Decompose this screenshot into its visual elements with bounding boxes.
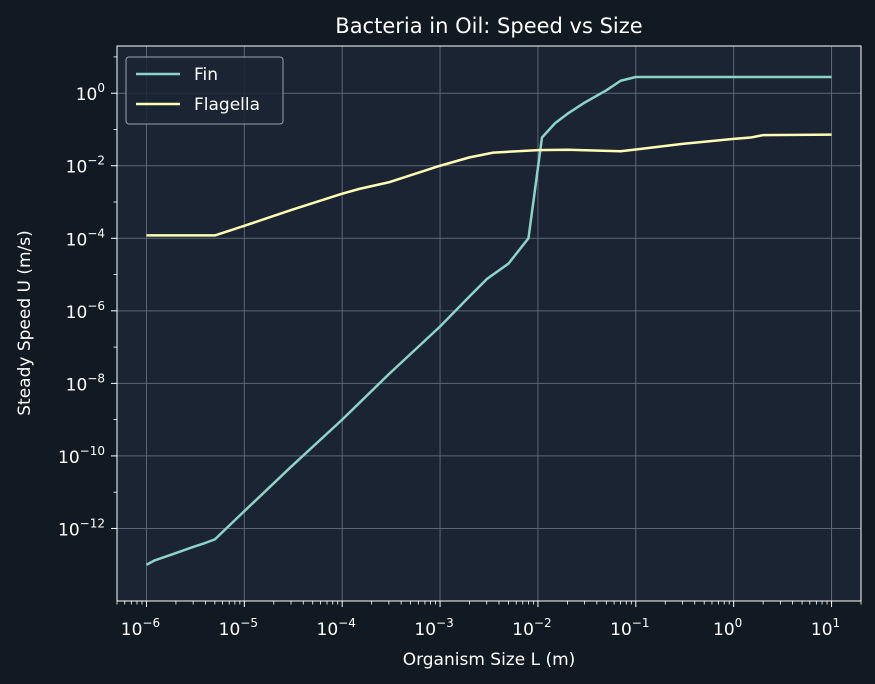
- legend: Fin Flagella: [125, 56, 284, 125]
- chart-title: Bacteria in Oil: Speed vs Size: [335, 14, 642, 38]
- x-tick-label: 10−3: [414, 616, 453, 640]
- legend-label-fin: Fin: [194, 65, 218, 85]
- series-lines: [145, 75, 832, 566]
- plot-frame: [116, 45, 862, 602]
- series-line-flagella: [146, 133, 832, 237]
- y-tick-label: 10−12: [58, 516, 105, 540]
- x-tick-label: 100: [713, 616, 742, 640]
- y-tick-label: 10−2: [66, 154, 105, 178]
- legend-label-flagella: Flagella: [194, 95, 260, 115]
- y-tick-label: 10−6: [66, 299, 105, 323]
- plot-area: [117, 46, 861, 601]
- x-tick-label: 10−4: [317, 616, 356, 640]
- x-tick-label: 10−1: [610, 616, 649, 640]
- y-tick-label: 10−4: [66, 226, 105, 250]
- y-axis-label: Steady Speed U (m/s): [15, 230, 35, 416]
- x-tick-label: 10−2: [512, 616, 551, 640]
- grid: [117, 46, 861, 601]
- y-tick-label: 10−8: [66, 371, 105, 395]
- x-axis-label: Organism Size L (m): [403, 650, 576, 670]
- x-axis: 10−6 10−5 10−4 10−3 10−2 10−1 100 101: [116, 601, 862, 640]
- series-line-fin: [145, 75, 832, 566]
- x-tick-label: 10−6: [121, 616, 160, 640]
- x-tick-label: 10−5: [219, 616, 258, 640]
- y-axis: 10−12 10−10 10−8 10−6 10−4 10−2 100: [58, 56, 117, 540]
- x-tick-label: 101: [811, 616, 840, 640]
- y-tick-label: 100: [76, 81, 105, 105]
- y-tick-label: 10−10: [58, 444, 105, 468]
